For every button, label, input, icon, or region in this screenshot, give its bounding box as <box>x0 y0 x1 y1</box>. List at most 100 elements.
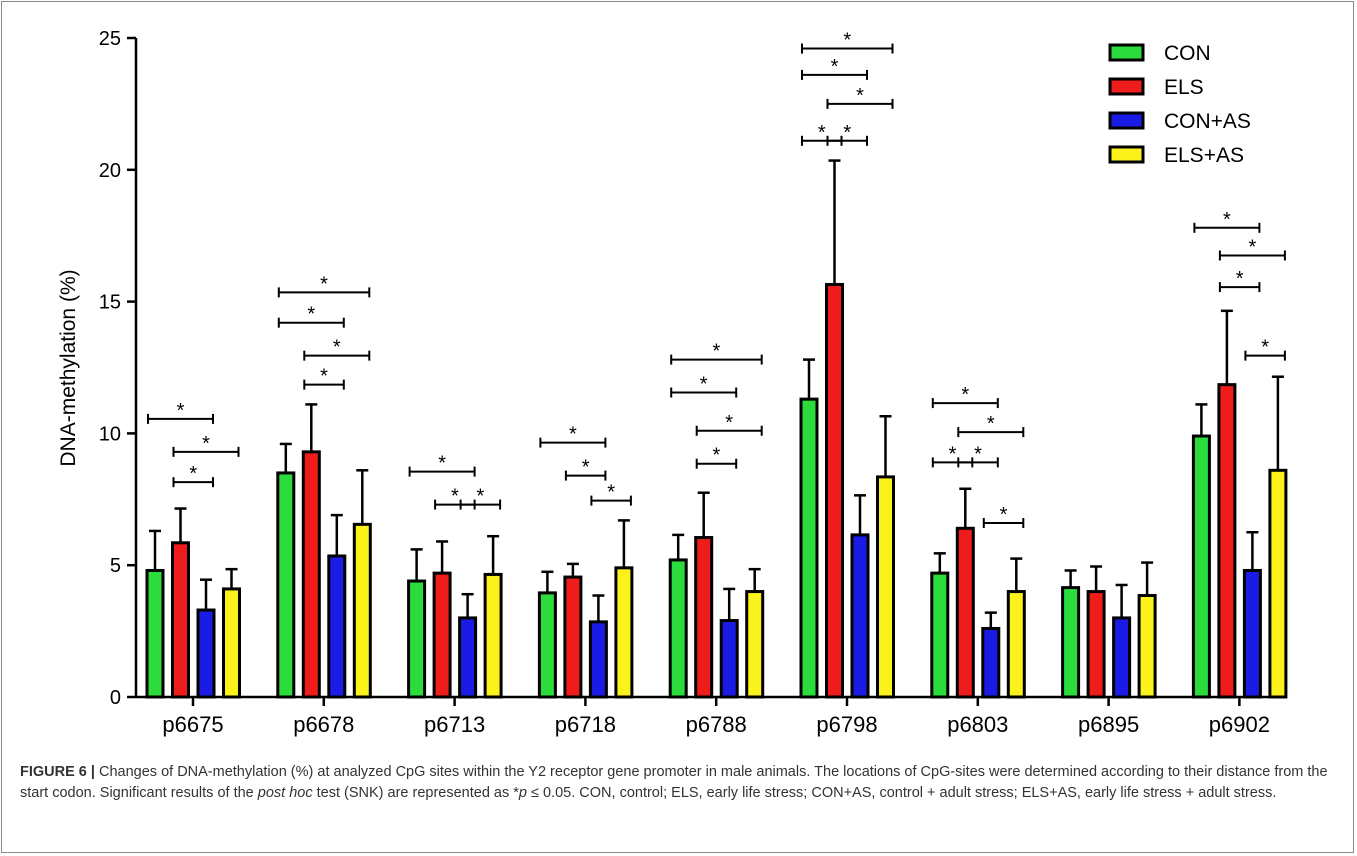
significance-star: * <box>333 337 341 359</box>
x-tick-label: p6713 <box>424 712 485 737</box>
figure-caption: FIGURE 6 | Changes of DNA-methylation (%… <box>20 762 1340 804</box>
legend-swatch <box>1108 43 1145 62</box>
significance-brackets: ********* ************ **** ****** <box>147 30 1286 529</box>
x-tick-label: p6798 <box>816 712 877 737</box>
significance-star: * <box>713 341 721 363</box>
bar <box>145 568 165 699</box>
bar <box>432 571 452 699</box>
caption-italic-term: post hoc <box>257 785 313 801</box>
bar <box>694 536 714 699</box>
significance-star: * <box>307 304 315 326</box>
significance-star: * <box>451 486 459 508</box>
significance-star: * <box>438 453 446 475</box>
bar <box>876 475 895 699</box>
bar <box>825 282 844 699</box>
significance-star: * <box>1261 337 1269 359</box>
legend-label: CON <box>1164 42 1211 65</box>
bar <box>981 626 1001 699</box>
significance-star: * <box>320 366 328 388</box>
bar <box>1112 616 1132 699</box>
x-tick-label: p6678 <box>293 712 354 737</box>
x-tick-label: p6788 <box>686 712 747 737</box>
bar <box>352 522 372 699</box>
significance-star: * <box>189 463 197 485</box>
significance-star: * <box>818 122 826 144</box>
y-tick-label: 0 <box>110 687 121 709</box>
significance-star: * <box>974 443 982 465</box>
bar <box>1217 383 1237 699</box>
significance-star: * <box>607 482 615 504</box>
y-tick-label: 10 <box>99 423 121 445</box>
caption-text-3: ≤ 0.05. CON, control; ELS, early life st… <box>527 785 1277 801</box>
bar <box>614 566 634 699</box>
y-tick-label: 20 <box>99 160 121 182</box>
x-tick-label: p6675 <box>162 712 223 737</box>
significance-star: * <box>177 400 185 422</box>
axes: 0 5 10 15 20 25 p6675 p6678 p6713 p6718 p6788 p6798… <box>99 28 1278 737</box>
y-tick-label: 15 <box>99 292 121 314</box>
bar <box>196 608 216 699</box>
bar <box>301 450 321 699</box>
caption-text-2: test (SNK) are represented as * <box>312 785 519 801</box>
legend: CON ELS CON+AS ELS+AS <box>1108 42 1251 167</box>
significance-star: * <box>320 273 328 295</box>
caption-label: FIGURE 6 | <box>20 764 95 780</box>
bar-chart: DNA-methylation (%) 0 5 10 15 20 25 p6675 p6678… <box>57 28 1288 737</box>
significance-star: * <box>856 85 864 107</box>
bar <box>850 533 870 699</box>
bar <box>222 587 241 699</box>
y-tick-label: 5 <box>110 555 121 577</box>
significance-star: * <box>569 424 577 446</box>
x-tick-label: p6803 <box>947 712 1008 737</box>
bar <box>458 616 478 699</box>
bar <box>668 558 688 699</box>
significance-star: * <box>725 412 733 434</box>
significance-star: * <box>949 443 957 465</box>
bar <box>1137 594 1157 699</box>
bar <box>930 571 950 699</box>
bar <box>1191 434 1211 699</box>
significance-star: * <box>582 457 590 479</box>
significance-star: * <box>987 413 995 435</box>
significance-star: * <box>831 56 839 78</box>
bar <box>1242 568 1262 699</box>
bar <box>745 590 765 699</box>
significance-star: * <box>713 445 721 467</box>
bar <box>327 554 347 699</box>
significance-star: * <box>202 433 210 455</box>
significance-star: * <box>843 122 851 144</box>
bar <box>407 579 427 699</box>
bar <box>276 471 296 699</box>
significance-star: * <box>1249 236 1257 258</box>
bar <box>1006 590 1026 699</box>
caption-text-1: Changes of DNA-methylation (%) at analyz… <box>20 764 1328 801</box>
significance-star: * <box>1236 268 1244 290</box>
legend-label: ELS <box>1164 76 1204 99</box>
bar <box>588 620 608 699</box>
significance-star: * <box>1000 504 1008 526</box>
legend-swatch <box>1108 145 1145 164</box>
legend-label: CON+AS <box>1164 110 1251 133</box>
significance-star: * <box>700 374 708 396</box>
significance-star: * <box>843 30 851 52</box>
significance-star: * <box>1223 209 1231 231</box>
caption-p-symbol: p <box>518 785 527 801</box>
y-tick-label: 25 <box>99 28 121 50</box>
bar <box>1061 586 1081 699</box>
bar <box>719 619 739 699</box>
x-tick-label: p6895 <box>1078 712 1139 737</box>
bar <box>1268 468 1288 699</box>
x-tick-label: p6902 <box>1209 712 1270 737</box>
bar <box>483 572 503 699</box>
bar <box>537 591 557 699</box>
significance-star: * <box>961 384 969 406</box>
y-axis-label: DNA-methylation (%) <box>57 269 80 466</box>
bar <box>1086 590 1106 699</box>
legend-swatch <box>1108 77 1145 96</box>
bar <box>563 575 583 699</box>
bar <box>799 397 819 699</box>
significance-star: * <box>476 486 484 508</box>
bars-group <box>145 159 1288 699</box>
x-tick-label: p6718 <box>555 712 616 737</box>
